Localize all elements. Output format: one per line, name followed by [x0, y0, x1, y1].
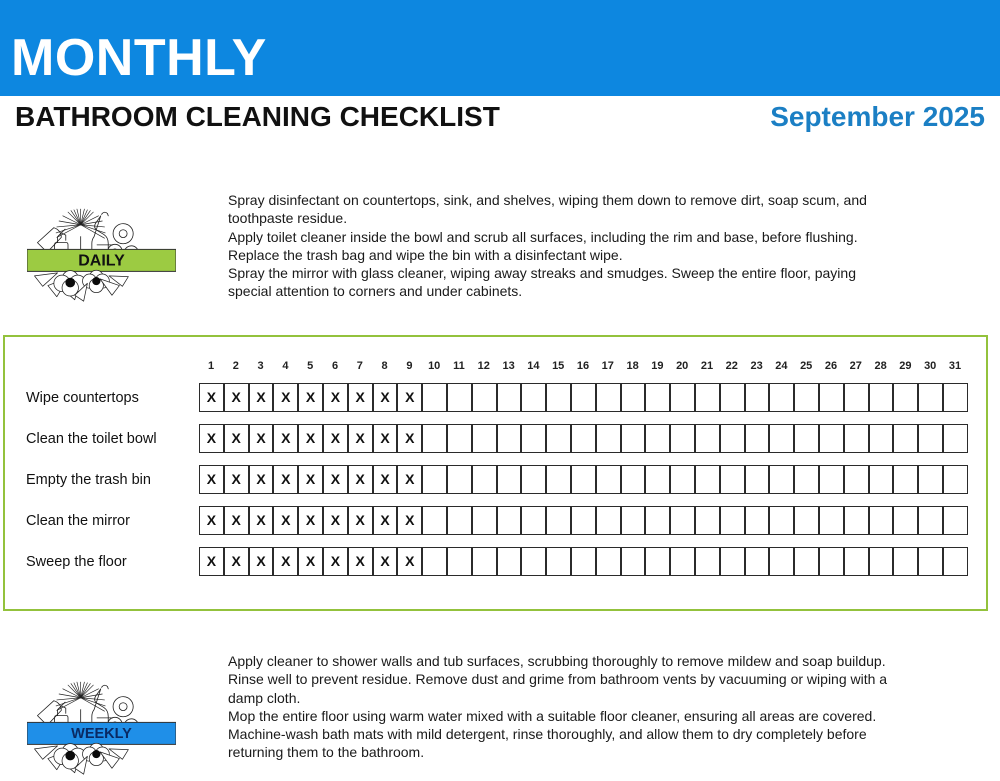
svg-text:WEEKLY: WEEKLY [71, 726, 132, 742]
svg-text:DAILY: DAILY [78, 253, 125, 270]
